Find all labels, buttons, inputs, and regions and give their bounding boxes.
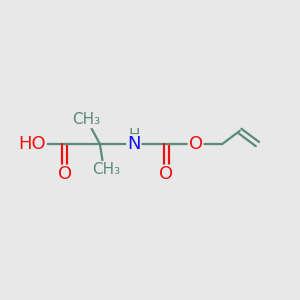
Text: H: H: [128, 128, 140, 143]
Text: CH₃: CH₃: [92, 162, 120, 177]
Text: N: N: [127, 135, 141, 153]
Text: HO: HO: [18, 135, 46, 153]
Text: O: O: [189, 135, 203, 153]
Text: O: O: [58, 165, 72, 183]
Text: O: O: [159, 165, 173, 183]
Text: CH₃: CH₃: [72, 112, 100, 128]
